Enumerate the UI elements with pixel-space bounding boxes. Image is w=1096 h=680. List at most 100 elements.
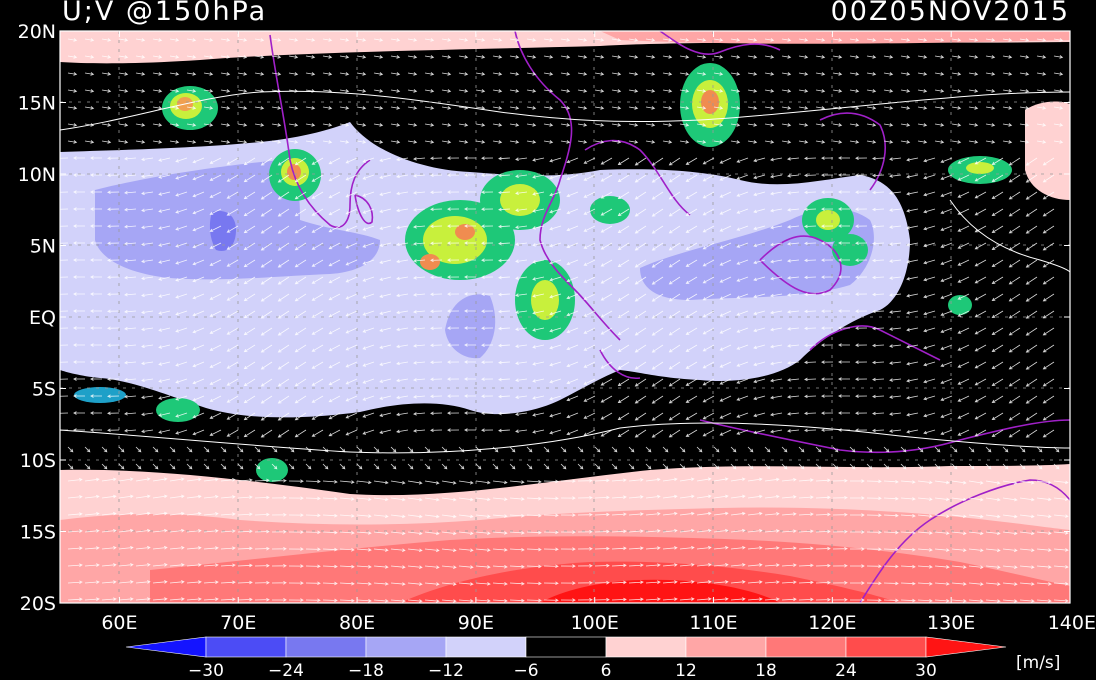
wind-arrow: [1002, 463, 1009, 470]
wind-arrow: [209, 412, 222, 419]
wind-arrow: [118, 106, 129, 110]
wind-arrow: [1025, 344, 1038, 353]
wind-arrow: [855, 343, 868, 347]
wind-arrow: [872, 394, 885, 399]
wind-arrow: [209, 293, 222, 300]
wind-arrow: [900, 463, 907, 470]
wind-arrow: [696, 563, 712, 567]
wind-arrow: [991, 276, 1004, 285]
wind-arrow: [662, 529, 678, 533]
wind-arrow: [668, 378, 681, 387]
wind-arrow: [277, 191, 290, 200]
wind-arrow: [413, 242, 426, 246]
wind-arrow: [339, 72, 350, 76]
wind-arrow: [492, 565, 508, 569]
wind-arrow: [498, 241, 511, 246]
wind-arrow: [413, 361, 426, 365]
wind-arrow: [118, 55, 129, 59]
wind-arrow: [651, 276, 664, 285]
wind-arrow: [1002, 72, 1013, 76]
colorbar-tick-label: 24: [835, 661, 857, 680]
wind-arrow: [702, 225, 715, 233]
wind-arrow: [872, 292, 885, 297]
wind-arrow: [101, 106, 112, 110]
wind-arrow: [583, 429, 596, 436]
wind-arrow: [328, 276, 341, 284]
wind-arrow: [498, 224, 511, 229]
wind-arrow: [203, 123, 214, 127]
wind-arrow: [141, 412, 154, 417]
wind-arrow: [186, 72, 197, 76]
wind-arrow: [390, 548, 406, 552]
wind-arrow: [600, 276, 613, 284]
wind-arrow: [135, 446, 142, 453]
wind-arrow: [645, 494, 661, 499]
wind-arrow: [549, 378, 562, 384]
wind-arrow: [271, 547, 287, 551]
wind-arrow: [464, 292, 476, 296]
wind-arrow: [328, 344, 341, 352]
wind-arrow: [509, 38, 520, 42]
wind-arrow: [577, 564, 593, 568]
wind-arrow: [821, 411, 834, 415]
wind-arrow: [838, 377, 850, 381]
wind-arrow: [226, 344, 239, 352]
wind-arrow: [305, 38, 316, 42]
wind-arrow: [203, 494, 219, 499]
wind-arrow: [379, 361, 392, 366]
wind-arrow: [107, 394, 120, 399]
wind-arrow: [1036, 497, 1052, 502]
wind-arrow: [305, 479, 321, 484]
wind-arrow: [118, 140, 129, 144]
wind-arrow: [583, 412, 596, 419]
wind-arrow: [991, 191, 1004, 200]
wind-arrow: [226, 191, 239, 199]
wind-arrow: [968, 106, 979, 110]
wind-arrow: [220, 580, 236, 585]
wind-arrow: [1042, 191, 1055, 200]
wind-arrow: [577, 72, 588, 76]
wind-arrow: [838, 343, 850, 347]
wind-arrow: [118, 563, 134, 567]
wind-arrow: [73, 343, 85, 347]
wind-arrow: [934, 497, 950, 502]
wind-arrow: [951, 446, 958, 453]
wind-arrow: [481, 428, 494, 432]
wind-arrow: [424, 565, 440, 569]
wind-arrow: [566, 276, 579, 283]
wind-arrow: [475, 463, 482, 470]
wind-arrow: [1036, 106, 1047, 110]
wind-arrow: [73, 309, 85, 313]
wind-arrow: [481, 292, 494, 296]
wind-arrow: [645, 55, 656, 59]
wind-arrow: [481, 207, 494, 211]
wind-arrow: [583, 344, 596, 351]
wind-arrow: [628, 495, 644, 499]
wind-arrow: [900, 38, 911, 42]
wind-arrow: [237, 55, 248, 59]
wind-arrow: [804, 394, 817, 399]
wind-arrow: [702, 242, 715, 250]
wind-arrow: [855, 394, 868, 398]
wind-arrow: [311, 412, 324, 420]
wind-arrow: [305, 72, 316, 76]
wind-arrow: [152, 106, 163, 110]
wind-arrow: [424, 463, 431, 470]
wind-arrow: [379, 310, 392, 315]
wind-arrow: [543, 72, 554, 76]
wind-arrow: [679, 38, 690, 42]
wind-arrow: [668, 242, 681, 251]
wind-arrow: [158, 174, 171, 179]
wind-arrow: [481, 411, 494, 415]
wind-arrow: [305, 496, 321, 501]
wind-arrow: [736, 276, 749, 282]
wind-arrow: [492, 548, 508, 552]
wind-arrow: [934, 565, 950, 569]
wind-arrow: [985, 123, 996, 127]
wind-arrow: [781, 140, 792, 144]
wind-arrow: [577, 463, 584, 470]
wind-arrow: [509, 530, 525, 535]
wind-arrow: [815, 38, 826, 42]
wind-arrow: [413, 276, 426, 280]
wind-arrow: [583, 208, 596, 215]
